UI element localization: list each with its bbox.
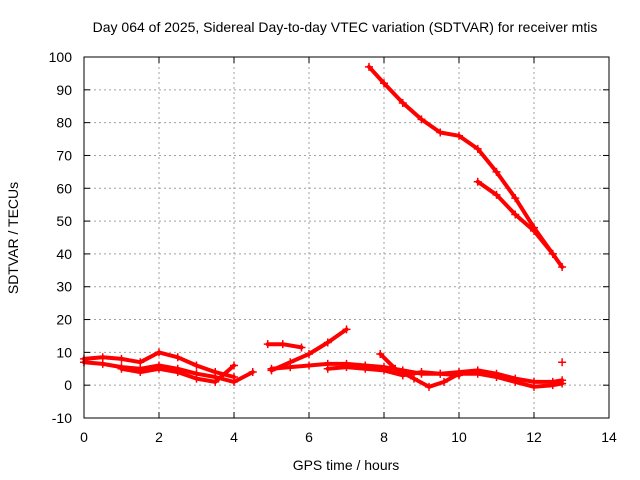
data-point-marker xyxy=(342,363,351,372)
y-tick-label: 40 xyxy=(56,246,72,262)
data-point-marker xyxy=(98,359,107,368)
y-tick-label: 20 xyxy=(56,312,72,328)
y-tick-label: 90 xyxy=(56,82,72,98)
data-point-marker xyxy=(473,144,482,153)
data-point-marker xyxy=(376,350,385,359)
series-layer xyxy=(80,62,567,391)
data-point-marker xyxy=(398,98,407,107)
data-point-marker xyxy=(380,366,388,375)
data-point-marker xyxy=(558,358,567,367)
data-point-marker xyxy=(230,361,238,370)
data-point-marker xyxy=(211,377,220,386)
data-point-marker xyxy=(365,62,373,71)
y-tick-label: 10 xyxy=(56,344,72,360)
data-point-marker xyxy=(230,377,238,386)
data-point-marker xyxy=(455,371,463,380)
data-point-marker xyxy=(492,190,501,199)
data-point-marker xyxy=(548,381,557,390)
y-tick-label: 30 xyxy=(56,279,72,295)
tick-labels-layer: 0 2 4 6 8 10 12 14 -10 0 10 20 30 40 50 60 70 80 90 100 xyxy=(49,49,617,445)
data-point-marker xyxy=(455,131,463,140)
data-point-marker xyxy=(361,364,370,373)
data-point-marker xyxy=(398,371,407,380)
data-point-marker xyxy=(305,350,313,359)
data-point-marker xyxy=(511,377,520,386)
data-point-marker xyxy=(436,128,445,137)
data-point-marker xyxy=(267,364,276,373)
data-point-marker xyxy=(530,226,538,235)
data-point-marker xyxy=(117,354,126,363)
series-track-high-b xyxy=(473,177,557,258)
x-tick-label: 6 xyxy=(305,429,313,445)
x-tick-label: 14 xyxy=(601,429,617,445)
data-point-marker xyxy=(548,249,557,258)
y-tick-label: 80 xyxy=(56,115,72,131)
data-point-marker xyxy=(173,368,182,377)
data-point-marker xyxy=(558,379,567,388)
series-track-low-a xyxy=(80,348,238,381)
data-point-marker xyxy=(286,363,295,372)
series-line xyxy=(82,360,255,384)
data-point-marker xyxy=(192,361,201,370)
series-track-low-f xyxy=(323,363,463,380)
data-point-marker xyxy=(436,369,445,378)
data-point-marker xyxy=(492,167,501,176)
data-point-marker xyxy=(342,325,351,334)
data-point-marker xyxy=(263,340,272,349)
data-point-marker xyxy=(155,348,163,357)
series-line xyxy=(367,64,565,269)
data-point-marker xyxy=(417,115,426,124)
x-tick-label: 12 xyxy=(526,429,542,445)
grid-layer xyxy=(84,57,609,418)
series-outlier-point xyxy=(558,358,567,367)
data-point-marker xyxy=(155,364,163,373)
data-point-marker xyxy=(117,364,126,373)
x-tick-label: 0 xyxy=(80,429,88,445)
y-tick-label: -10 xyxy=(52,410,72,426)
y-axis-label: SDTVAR / TECUs xyxy=(5,182,21,294)
y-tick-label: 0 xyxy=(64,377,72,393)
data-point-marker xyxy=(473,369,482,378)
data-point-marker xyxy=(410,374,418,383)
data-point-marker xyxy=(297,343,306,352)
data-point-marker xyxy=(248,368,257,377)
data-point-marker xyxy=(440,377,448,386)
y-tick-label: 60 xyxy=(56,180,72,196)
data-point-marker xyxy=(530,382,538,391)
x-tick-label: 2 xyxy=(155,429,163,445)
x-tick-label: 8 xyxy=(380,429,388,445)
series-track-low-c xyxy=(117,361,238,386)
data-point-marker xyxy=(417,368,426,377)
plot-frame xyxy=(83,56,610,419)
data-point-marker xyxy=(278,340,287,349)
data-point-marker xyxy=(323,364,332,373)
ticks-layer xyxy=(83,56,610,419)
data-point-marker xyxy=(136,368,145,377)
data-point-marker xyxy=(511,210,520,219)
y-tick-label: 70 xyxy=(56,147,72,163)
data-point-marker xyxy=(425,382,433,391)
data-point-marker xyxy=(192,374,201,383)
series-track-high-a xyxy=(365,62,567,272)
data-point-marker xyxy=(305,361,313,370)
data-point-marker xyxy=(558,263,567,272)
data-point-marker xyxy=(323,338,332,347)
data-point-marker xyxy=(511,194,520,203)
x-axis-label: GPS time / hours xyxy=(293,457,400,473)
data-point-marker xyxy=(173,353,182,362)
data-point-marker xyxy=(492,372,501,381)
y-tick-label: 50 xyxy=(56,213,72,229)
data-point-marker xyxy=(473,177,482,186)
series-track-mid-a xyxy=(263,340,306,352)
y-tick-label: 100 xyxy=(49,49,73,65)
data-point-marker xyxy=(380,79,388,88)
x-tick-label: 4 xyxy=(230,429,238,445)
x-tick-label: 10 xyxy=(451,429,467,445)
chart-title: Day 064 of 2025, Sidereal Day-to-day VTE… xyxy=(93,19,598,35)
